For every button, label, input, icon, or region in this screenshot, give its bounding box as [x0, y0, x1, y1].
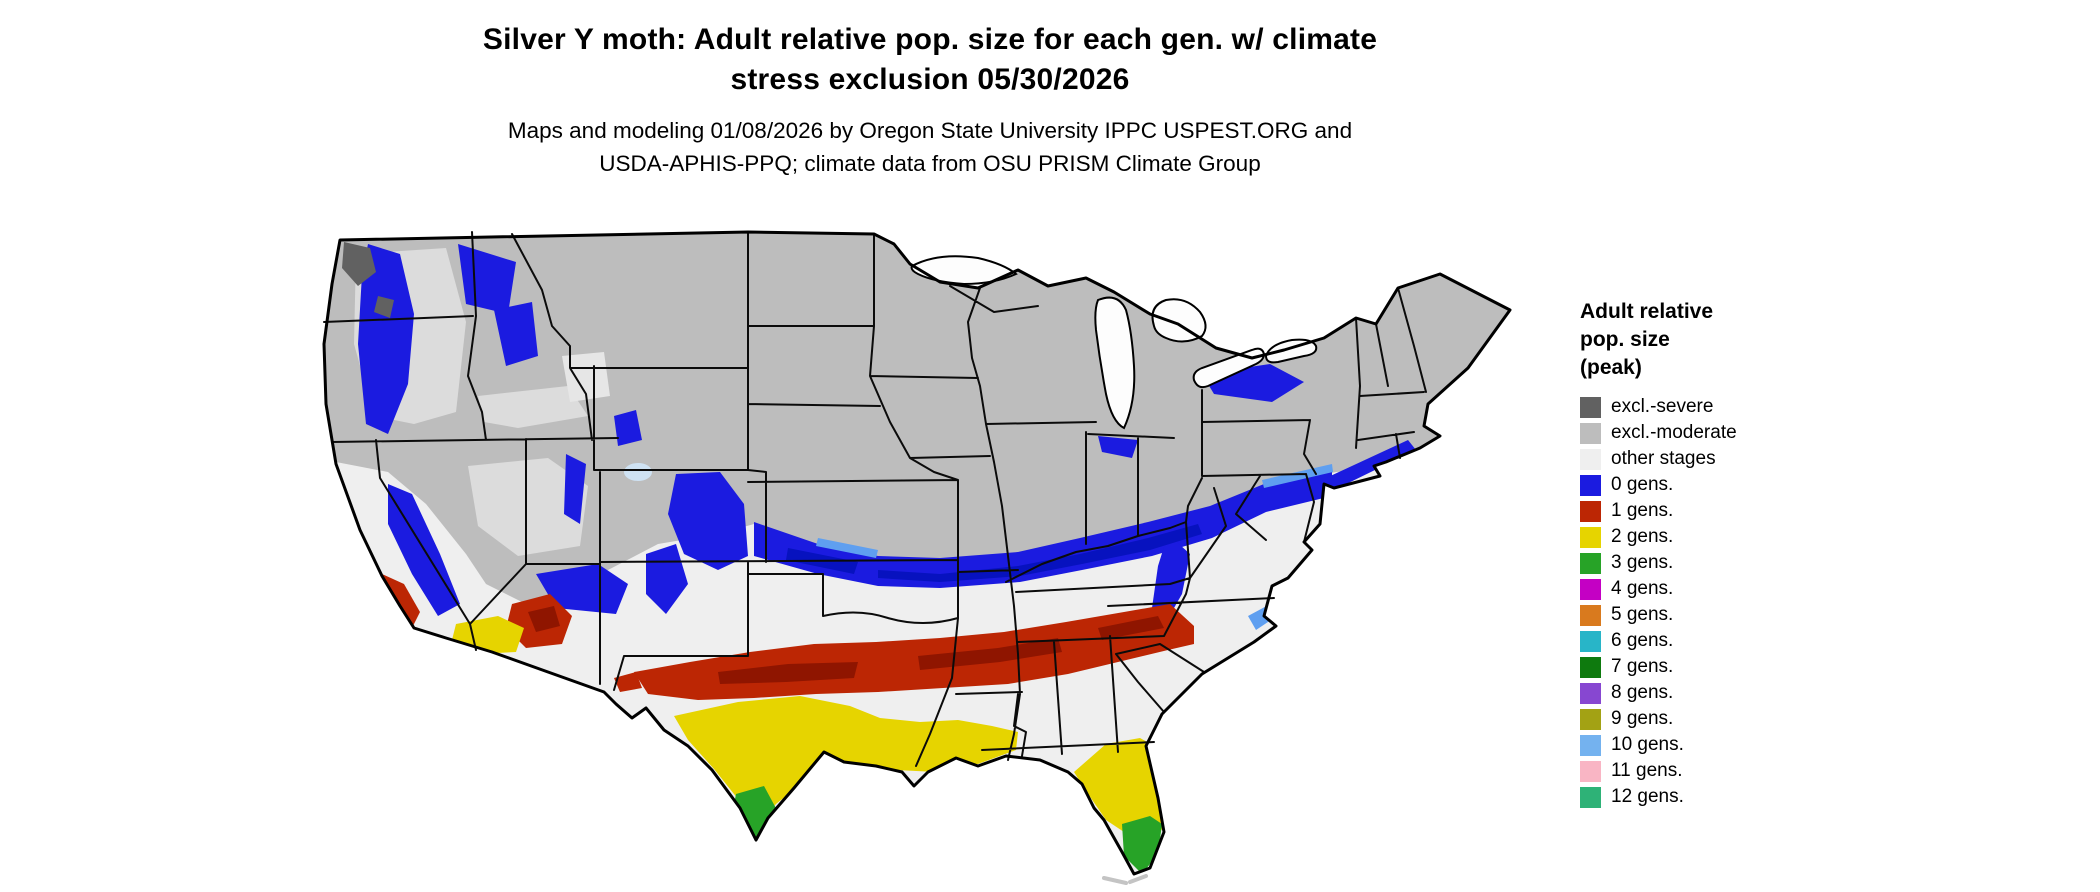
region-light-patch-montana	[562, 352, 610, 402]
blue-band-light-fringe	[816, 464, 1333, 630]
legend-title: Adult relative pop. size (peak)	[1580, 300, 1714, 379]
legend-swatch	[1580, 786, 1601, 808]
legend-label: 5 gens.	[1611, 604, 1674, 625]
legend-item: 2 gens.	[1580, 524, 1830, 550]
legend-item: 3 gens.	[1580, 550, 1830, 576]
legend-swatch	[1580, 396, 1601, 418]
legend-item: other stages	[1580, 446, 1830, 472]
legend-label: 3 gens.	[1611, 552, 1674, 573]
map-legend: Adult relative pop. size (peak) excl.-se…	[1580, 298, 1830, 810]
legend-item: excl.-severe	[1580, 394, 1830, 420]
legend-label: excl.-severe	[1611, 396, 1714, 417]
map-title: Silver Y moth: Adult relative pop. size …	[250, 20, 1610, 100]
legend-swatch	[1580, 448, 1601, 470]
legend-label: 0 gens.	[1611, 474, 1674, 495]
legend-label: 2 gens.	[1611, 526, 1674, 547]
legend-item: 5 gens.	[1580, 602, 1830, 628]
legend-swatch	[1580, 578, 1601, 600]
legend-label: 6 gens.	[1611, 630, 1674, 651]
legend-label: 11 gens.	[1611, 760, 1683, 781]
legend-item: 1 gens.	[1580, 498, 1830, 524]
lake-huron	[1151, 298, 1207, 343]
legend-item: 11 gens.	[1580, 758, 1830, 784]
state-borders	[323, 231, 1427, 767]
legend-label: 1 gens.	[1611, 500, 1674, 521]
legend-label: excl.-moderate	[1611, 422, 1737, 443]
lake-michigan	[1094, 296, 1136, 430]
legend-swatch	[1580, 552, 1601, 574]
subtitle-line-1: Maps and modeling 01/08/2026 by Oregon S…	[507, 118, 1353, 143]
header: Silver Y moth: Adult relative pop. size …	[250, 20, 1610, 180]
blue-lake-effect	[1098, 364, 1304, 458]
legend-item: 0 gens.	[1580, 472, 1830, 498]
us-map	[318, 226, 1523, 888]
legend-swatch	[1580, 474, 1601, 496]
blue-appalachian-finger	[1152, 534, 1190, 622]
legend-item: 6 gens.	[1580, 628, 1830, 654]
yellow-florida	[1074, 738, 1166, 840]
legend-label: other stages	[1611, 448, 1716, 469]
legend-label: 4 gens.	[1611, 578, 1674, 599]
region-0-gens	[358, 244, 1416, 622]
us-map-svg	[322, 230, 1512, 885]
legend-swatch	[1580, 682, 1601, 704]
legend-label: 9 gens.	[1611, 708, 1674, 729]
legend-item: 4 gens.	[1580, 576, 1830, 602]
florida-keys	[1102, 874, 1148, 885]
legend-item: 12 gens.	[1580, 784, 1830, 810]
legend-items: excl.-severe excl.-moderate other stages…	[1580, 394, 1830, 810]
legend-item: 8 gens.	[1580, 680, 1830, 706]
legend-swatch	[1580, 760, 1601, 782]
red-dark-core	[528, 606, 1164, 684]
legend-swatch	[1580, 708, 1601, 730]
us-outline	[322, 230, 1512, 876]
region-excl-severe-patches	[342, 242, 394, 318]
legend-swatch	[1580, 630, 1601, 652]
legend-swatch	[1580, 422, 1601, 444]
legend-item: 7 gens.	[1580, 654, 1830, 680]
blue-band-main	[754, 468, 1332, 588]
legend-label: 12 gens.	[1611, 786, 1684, 807]
legend-item: 10 gens.	[1580, 732, 1830, 758]
legend-label: 8 gens.	[1611, 682, 1674, 703]
legend-label: 10 gens.	[1611, 734, 1684, 755]
great-salt-lake	[624, 463, 652, 481]
map-subtitle: Maps and modeling 01/08/2026 by Oregon S…	[250, 114, 1610, 180]
legend-item: excl.-moderate	[1580, 420, 1830, 446]
blue-western-mountains	[358, 244, 748, 616]
legend-swatch	[1580, 734, 1601, 756]
legend-swatch	[1580, 526, 1601, 548]
legend-swatch	[1580, 604, 1601, 626]
subtitle-line-2: USDA-APHIS-PPQ; climate data from OSU PR…	[599, 151, 1261, 176]
title-line-2: stress exclusion 05/30/2026	[730, 63, 1130, 96]
blue-new-england-coast	[1326, 440, 1416, 490]
legend-swatch	[1580, 656, 1601, 678]
legend-label: 7 gens.	[1611, 656, 1674, 677]
legend-swatch	[1580, 500, 1601, 522]
legend-item: 9 gens.	[1580, 706, 1830, 732]
title-line-1: Silver Y moth: Adult relative pop. size …	[482, 23, 1378, 56]
